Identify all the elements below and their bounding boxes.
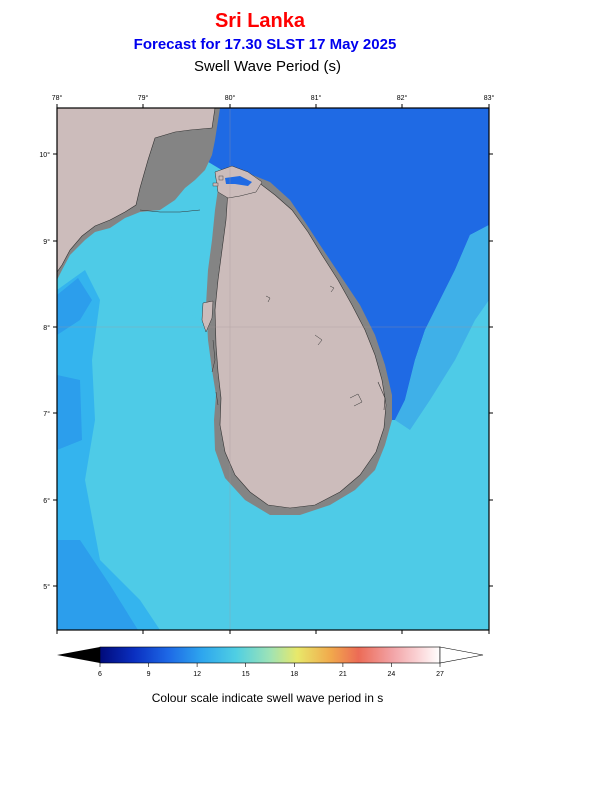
forecast-time-subtitle: Forecast for 17.30 SLST 17 May 2025 <box>133 36 397 53</box>
colorbar-tick-label: 9 <box>147 671 151 678</box>
lon-tick-label: 79° <box>138 94 149 102</box>
lat-tick-label: 9° <box>43 238 50 246</box>
west-coast-swell-band <box>57 270 160 630</box>
colorbar-overflow-triangle <box>439 646 484 664</box>
jaffna-lagoon <box>225 176 252 186</box>
mannar-island <box>201 300 214 333</box>
east-gradient-band <box>395 225 489 430</box>
west-patch-north <box>57 278 92 335</box>
colorbar-tick-label: 27 <box>436 671 444 678</box>
lon-tick-label: 82° <box>397 94 408 102</box>
lat-tick-label: 6° <box>43 497 50 505</box>
colorbar-tick-label: 12 <box>193 671 201 678</box>
lat-tick-label: 7° <box>43 410 50 418</box>
reservoir-east <box>314 334 323 346</box>
lat-tick-label: 10° <box>39 151 50 159</box>
colour-scale-bar: 6 9 12 15 18 21 24 27 <box>57 646 484 678</box>
longitude-axis: 78° 79° 80° 81° 82° 83° <box>52 94 495 634</box>
lat-tick-label: 8° <box>43 324 50 332</box>
colorbar-underflow-triangle <box>57 647 100 663</box>
colorbar-tick-label: 15 <box>242 671 250 678</box>
reservoir-north <box>265 295 271 303</box>
bay-of-bengal-swell <box>205 108 489 420</box>
west-patch-mid <box>57 375 82 450</box>
adams-bridge <box>139 209 201 213</box>
colorbar-tick-label: 6 <box>98 671 102 678</box>
india-mainland <box>57 108 216 273</box>
map-frame <box>56 107 490 631</box>
colorbar-tick-label: 21 <box>339 671 347 678</box>
palk-bay <box>140 207 222 330</box>
colorbar-gradient <box>99 646 441 664</box>
kayts-island <box>218 175 224 181</box>
delft-island <box>212 182 219 187</box>
lon-tick-label: 83° <box>484 94 495 102</box>
colorbar-tick-label: 18 <box>290 671 298 678</box>
coastal-lagoon-west <box>215 391 219 406</box>
lat-tick-label: 5° <box>43 583 50 591</box>
lon-tick-label: 81° <box>311 94 322 102</box>
map-region-title: Sri Lanka <box>214 10 306 32</box>
reservoir-south <box>349 393 363 407</box>
lon-tick-label: 78° <box>52 94 63 102</box>
puttalam-lagoon <box>211 339 216 373</box>
west-patch-south <box>57 540 138 630</box>
batticaloa-lagoon <box>377 381 386 411</box>
parameter-title: Swell Wave Period (s) <box>194 58 341 75</box>
latitude-axis: 10° 9° 8° 7° 6° 5° <box>39 151 493 591</box>
lon-tick-label: 80° <box>225 94 236 102</box>
reservoir-central <box>329 285 335 293</box>
colorbar-tick-label: 24 <box>388 671 396 678</box>
sri-lanka-landmass <box>214 181 387 509</box>
colour-scale-caption: Colour scale indicate swell wave period … <box>151 691 384 705</box>
